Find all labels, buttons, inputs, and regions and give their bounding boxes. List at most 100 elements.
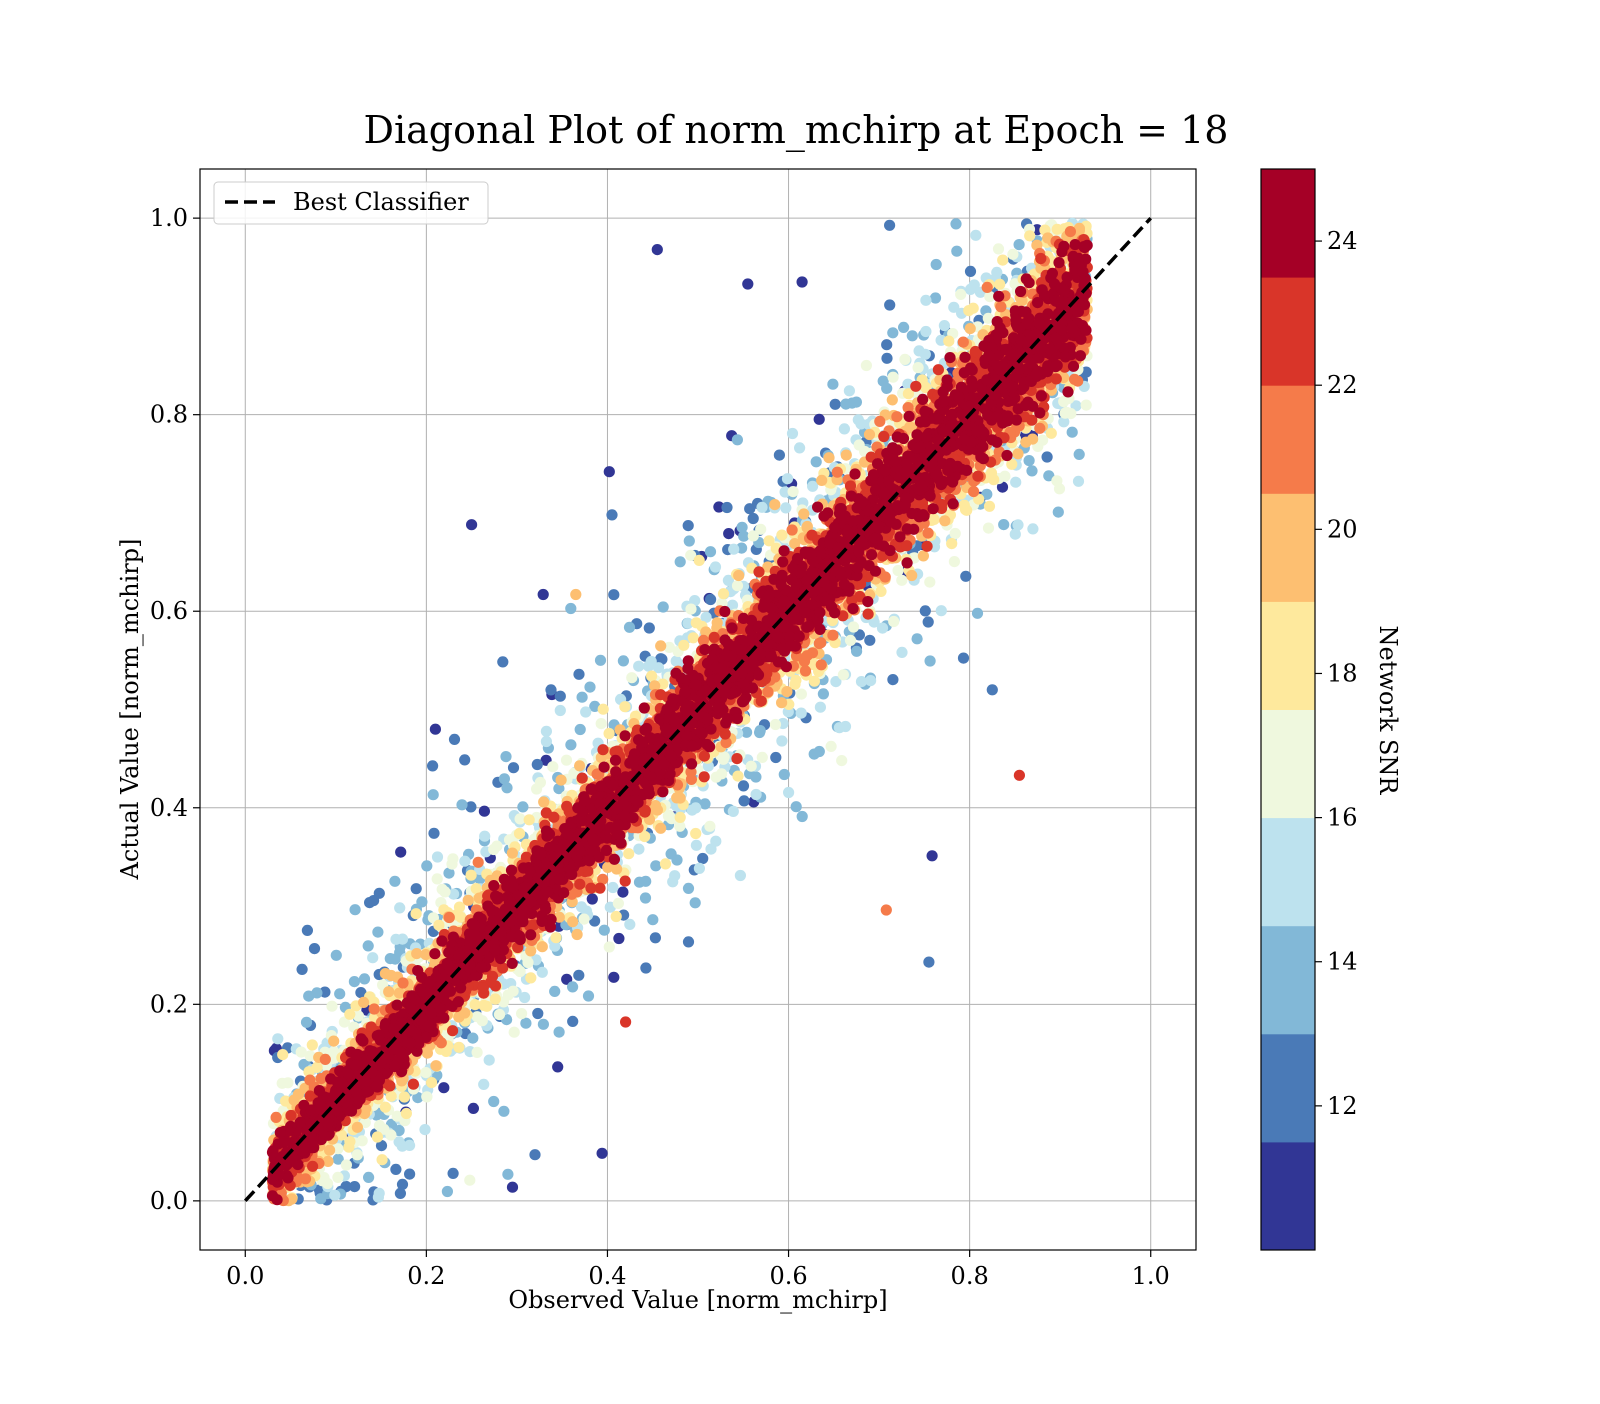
scatter-point xyxy=(893,565,904,576)
scatter-point xyxy=(446,859,457,870)
scatter-point xyxy=(374,1188,385,1199)
scatter-point xyxy=(888,616,899,627)
scatter-point xyxy=(814,746,825,757)
scatter-point xyxy=(875,586,886,597)
scatter-point xyxy=(839,423,850,434)
scatter-point xyxy=(397,1179,408,1190)
scatter-point xyxy=(678,640,689,651)
scatter-point xyxy=(732,771,743,782)
scatter-point xyxy=(644,622,655,633)
scatter-point xyxy=(633,844,644,855)
scatter-point xyxy=(746,761,757,772)
scatter-point xyxy=(426,1077,437,1088)
scatter-point xyxy=(633,661,644,672)
scatter-point xyxy=(650,932,661,943)
scatter-point xyxy=(861,360,872,371)
scatter-point xyxy=(827,379,838,390)
scatter-point xyxy=(514,828,525,839)
scatter-point xyxy=(845,635,856,646)
scatter-point xyxy=(764,535,775,546)
scatter-point xyxy=(887,674,898,685)
scatter-point xyxy=(607,882,618,893)
scatter-point xyxy=(988,474,999,485)
scatter-point xyxy=(470,999,481,1010)
scatter-point xyxy=(864,429,875,440)
scatter-point xyxy=(906,570,917,581)
scatter-point xyxy=(711,772,722,783)
scatter-point xyxy=(1061,407,1072,418)
scatter-point xyxy=(791,801,802,812)
scatter-point xyxy=(884,220,895,231)
scatter-point xyxy=(690,897,701,908)
scatter-point xyxy=(372,927,383,938)
scatter-point xyxy=(411,948,422,959)
scatter-point xyxy=(377,1154,388,1165)
scatter-point xyxy=(965,284,976,295)
scatter-point xyxy=(912,633,923,644)
scatter-point xyxy=(494,1009,505,1020)
scatter-point xyxy=(923,616,934,627)
scatter-point xyxy=(550,932,561,943)
scatter-point xyxy=(939,320,950,331)
scatter-point xyxy=(920,326,931,337)
scatter-point xyxy=(552,1061,563,1072)
scatter-point xyxy=(774,450,785,461)
scatter-point xyxy=(352,1122,363,1133)
scatter-point xyxy=(573,970,584,981)
scatter-point xyxy=(572,929,583,940)
scatter-point xyxy=(344,1136,355,1147)
scatter-point xyxy=(399,1091,410,1102)
scatter-point xyxy=(694,863,705,874)
scatter-point xyxy=(390,1164,401,1175)
scatter-point xyxy=(844,385,855,396)
scatter-point xyxy=(331,950,342,961)
scatter-point xyxy=(394,902,405,913)
scatter-point xyxy=(453,1042,464,1053)
scatter-point xyxy=(951,246,962,257)
scatter-point xyxy=(647,914,658,925)
scatter-point xyxy=(1046,428,1057,439)
scatter-point xyxy=(640,962,651,973)
scatter-point xyxy=(949,556,960,567)
scatter-point xyxy=(1074,449,1085,460)
scatter-point xyxy=(438,1082,449,1093)
scatter-point xyxy=(547,761,558,772)
scatter-point xyxy=(737,522,748,533)
scatter-point xyxy=(704,821,715,832)
scatter-point xyxy=(624,622,635,633)
scatter-point xyxy=(723,528,734,539)
scatter-point xyxy=(851,646,862,657)
scatter-point xyxy=(358,997,369,1008)
scatter-point xyxy=(963,305,974,316)
scatter-point xyxy=(946,538,957,549)
scatter-point xyxy=(823,452,834,463)
scatter-point xyxy=(896,647,907,658)
scatter-point xyxy=(555,691,566,702)
scatter-point xyxy=(359,973,370,984)
scatter-point xyxy=(854,439,865,450)
scatter-point xyxy=(960,571,971,582)
scatter-point xyxy=(507,1182,518,1193)
scatter-point xyxy=(613,898,624,909)
scatter-point xyxy=(1042,451,1053,462)
scatter-point xyxy=(927,850,938,861)
scatter-point xyxy=(931,259,942,270)
scatter-point xyxy=(797,811,808,822)
scatter-point xyxy=(301,1017,312,1028)
scatter-point xyxy=(721,502,732,513)
scatter-point xyxy=(660,858,671,869)
scatter-point xyxy=(950,528,961,539)
scatter-point xyxy=(675,793,686,804)
scatter-point xyxy=(847,398,858,409)
scatter-point xyxy=(826,741,837,752)
scatter-point xyxy=(864,635,875,646)
scatter-point xyxy=(428,789,439,800)
scatter-point xyxy=(1081,400,1092,411)
scatter-point xyxy=(920,295,931,306)
scatter-point xyxy=(834,722,845,733)
scatter-point xyxy=(705,844,716,855)
scatter-point xyxy=(667,876,678,887)
scatter-point xyxy=(738,780,749,791)
scatter-point xyxy=(520,1018,531,1029)
